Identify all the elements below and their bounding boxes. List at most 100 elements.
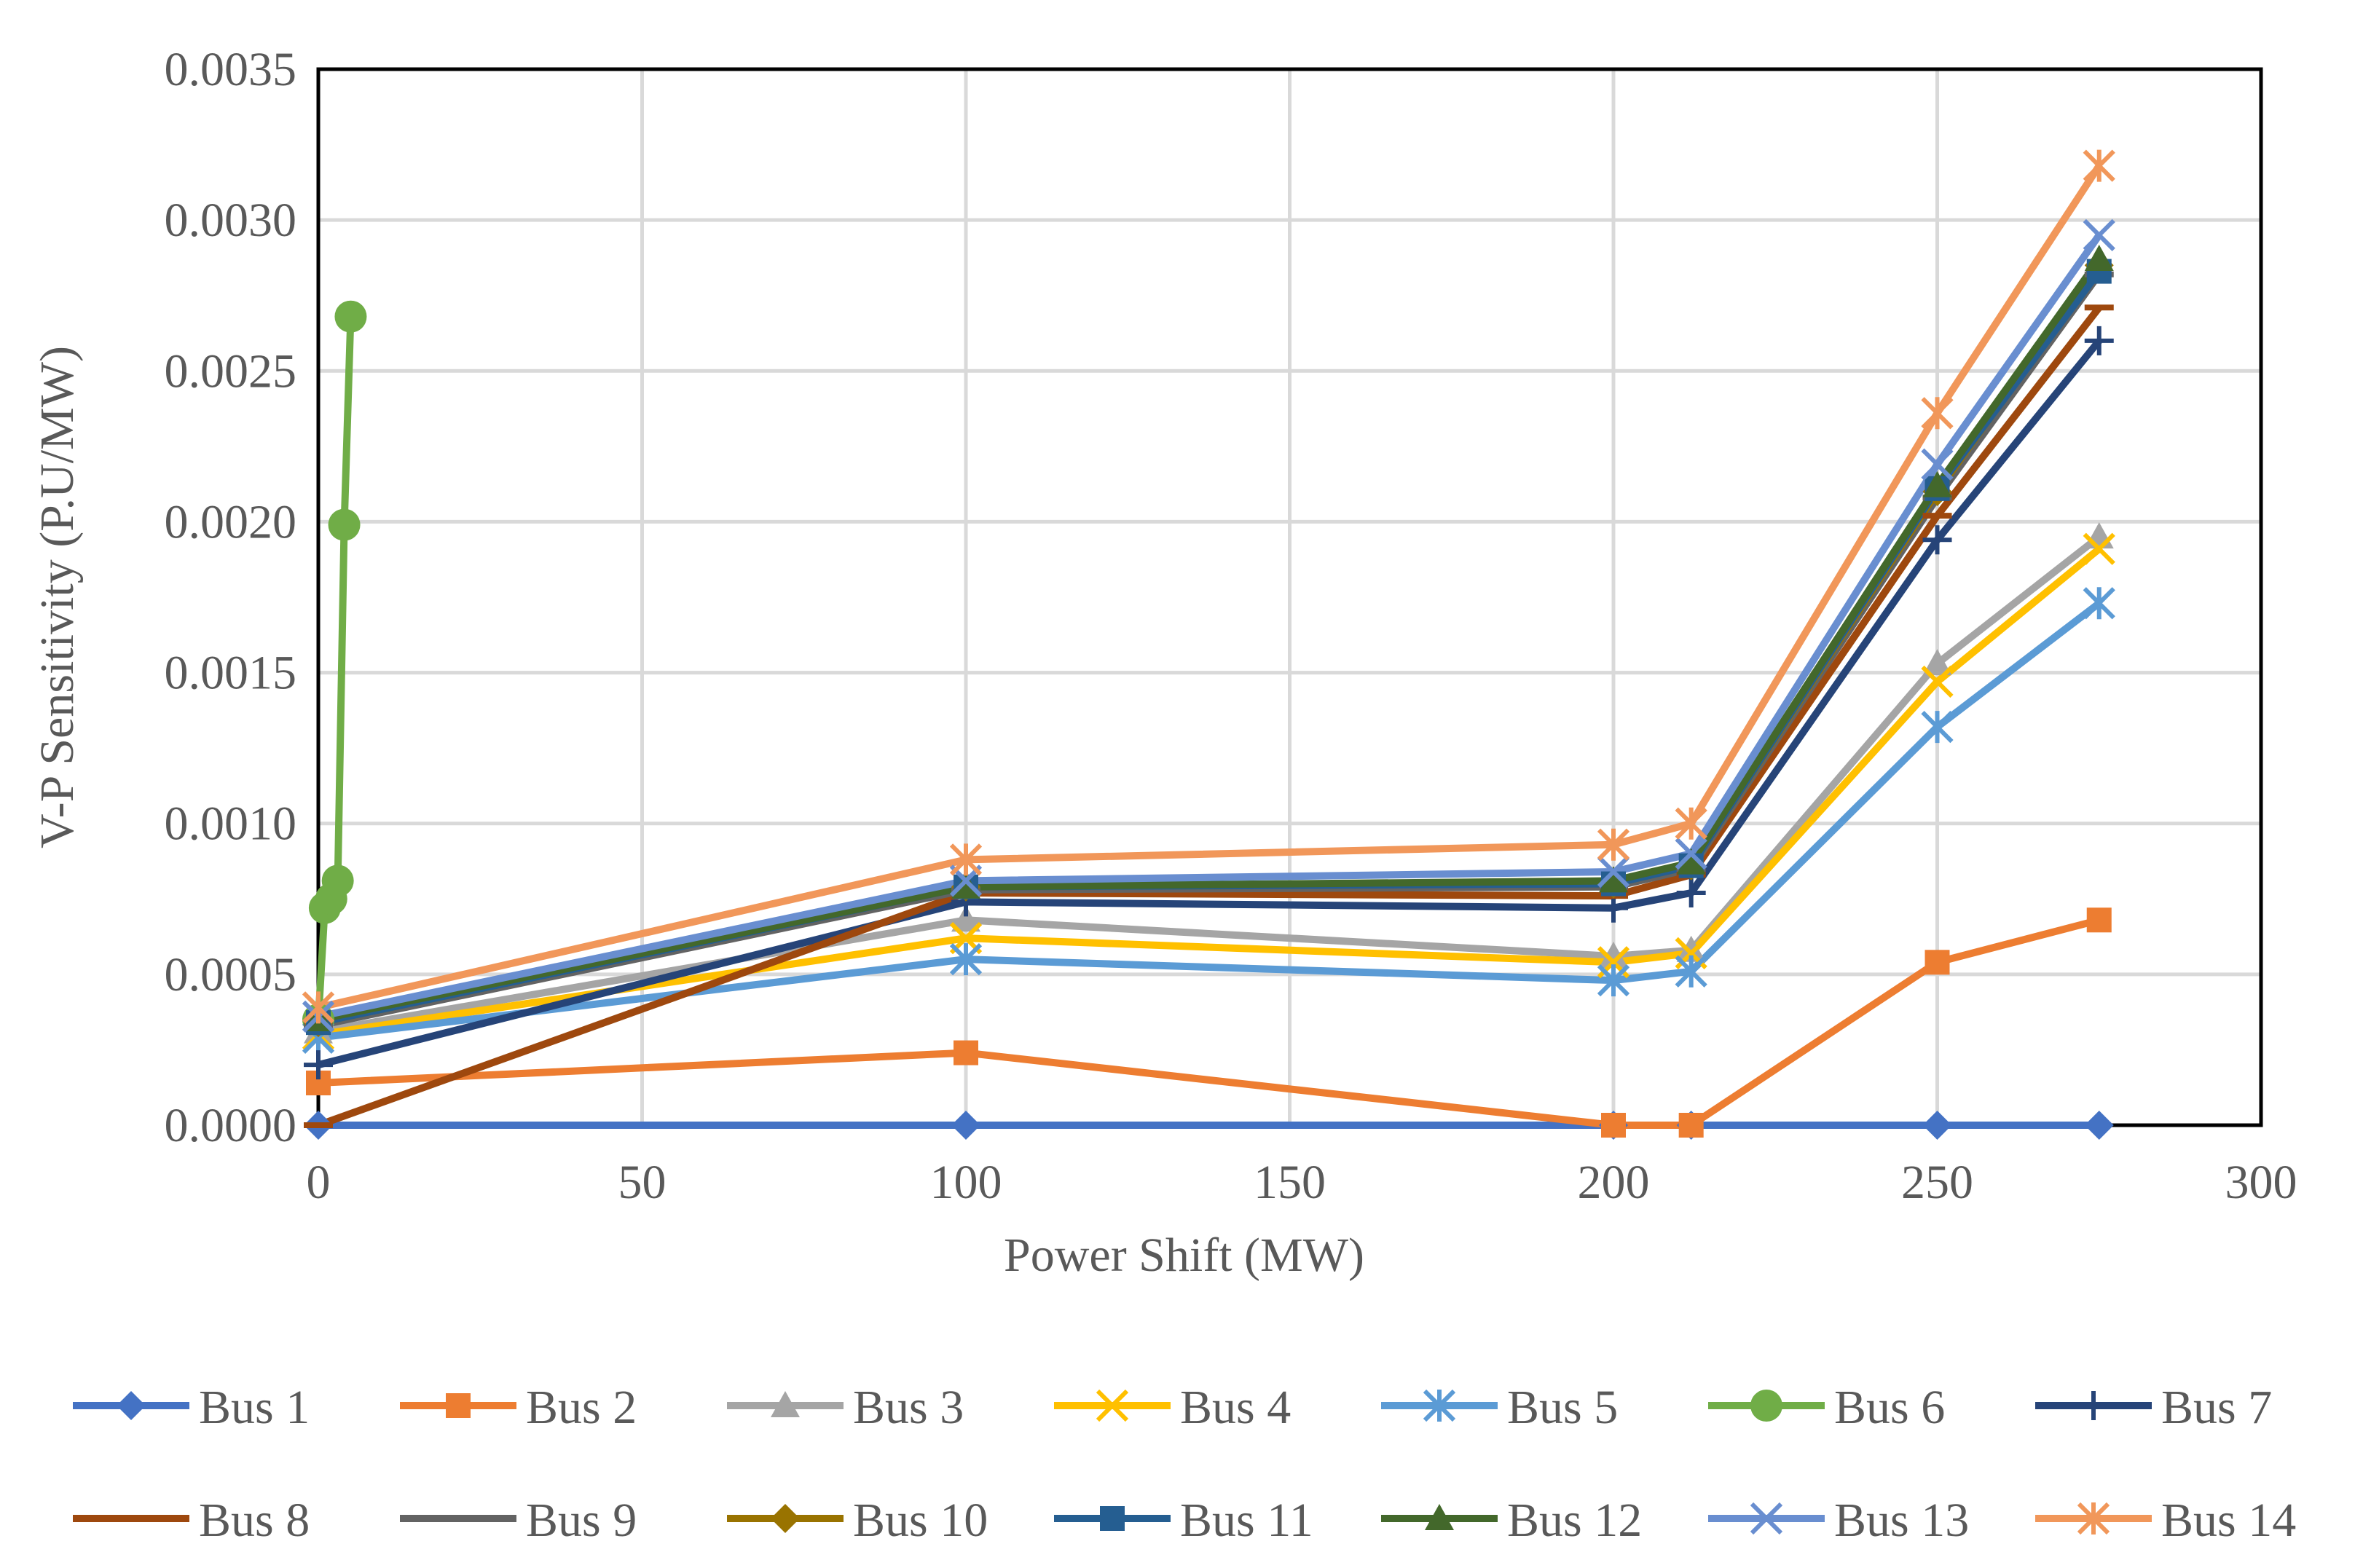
- y-tick-label: 0.0015: [165, 647, 297, 700]
- legend-marker: [2079, 1391, 2108, 1420]
- y-tick-label: 0.0020: [165, 495, 297, 548]
- data-point-bus-6: [321, 864, 354, 897]
- legend-label: Bus 6: [1834, 1381, 1945, 1434]
- legend-item-bus-4: Bus 4: [1054, 1381, 1291, 1434]
- legend-item-bus-6: Bus 6: [1708, 1381, 1945, 1434]
- x-tick-label: 300: [2225, 1156, 2297, 1209]
- legend-marker: [1425, 1504, 1454, 1530]
- data-point-bus-14: [949, 843, 983, 876]
- legend-marker: [771, 1504, 800, 1533]
- series-points-bus-2: [306, 907, 2112, 1138]
- data-point-bus-14: [1675, 807, 1707, 840]
- x-tick-label: 50: [618, 1156, 667, 1209]
- data-point-bus-14: [2083, 149, 2115, 182]
- y-tick-label: 0.0030: [165, 194, 297, 247]
- data-point-bus-5: [1597, 964, 1630, 997]
- legend-label: Bus 3: [853, 1381, 964, 1434]
- x-tick-label: 0: [307, 1156, 331, 1209]
- data-point-bus-1: [2084, 1111, 2114, 1140]
- legend-item-bus-9: Bus 9: [400, 1494, 637, 1547]
- data-point-bus-1: [951, 1111, 980, 1140]
- data-point-bus-12: [951, 872, 980, 899]
- data-point-bus-14: [1921, 397, 1954, 430]
- data-point-bus-12: [1599, 866, 1628, 893]
- legend-item-bus-5: Bus 5: [1381, 1381, 1618, 1434]
- data-point-bus-2: [954, 1040, 978, 1065]
- data-point-bus-13: [1675, 838, 1707, 870]
- series-line-bus-14: [317, 163, 2102, 1012]
- legend-label: Bus 14: [2161, 1494, 2296, 1547]
- legend-marker: [771, 1391, 800, 1417]
- series-lines: [315, 163, 2102, 1129]
- data-point-bus-5: [2083, 587, 2115, 620]
- data-point-bus-1: [1922, 1111, 1952, 1140]
- data-point-bus-5: [1921, 711, 1954, 744]
- data-point-bus-3: [1599, 942, 1628, 968]
- data-point-bus-12: [1922, 470, 1952, 497]
- y-tick-label: 0.0000: [165, 1099, 297, 1152]
- x-axis-tick-labels: 0 50 100 150 200 250 300: [307, 1156, 2297, 1209]
- legend-item-bus-11: Bus 11: [1054, 1494, 1313, 1547]
- x-tick-label: 100: [930, 1156, 1002, 1209]
- legend-label: Bus 7: [2161, 1381, 2272, 1434]
- legend-label: Bus 11: [1180, 1494, 1313, 1547]
- legend-label: Bus 9: [526, 1494, 637, 1547]
- data-point-bus-3: [1676, 935, 1706, 962]
- series-markers: [302, 149, 2115, 1140]
- legend-label: Bus 5: [1507, 1381, 1618, 1434]
- legend-item-bus-2: Bus 2: [400, 1381, 637, 1434]
- legend-item-bus-14: Bus 14: [2035, 1494, 2296, 1547]
- data-point-bus-13: [1597, 855, 1630, 889]
- series-line-bus-4: [318, 545, 2102, 1039]
- data-point-bus-4: [1921, 665, 1954, 698]
- series-line-bus-12: [317, 257, 2102, 1023]
- data-point-bus-2: [2086, 907, 2112, 933]
- data-point-bus-7: [304, 1050, 333, 1080]
- data-point-bus-2: [1601, 1113, 1626, 1138]
- data-point-bus-3: [1922, 649, 1952, 676]
- series-line-bus-5: [318, 600, 2102, 1041]
- y-axis-tick-labels: 0.0000 0.0005 0.0010 0.0015 0.0020 0.0025 0.00…: [165, 43, 297, 1152]
- legend-item-bus-12: Bus 12: [1381, 1494, 1642, 1547]
- legend-item-bus-3: Bus 3: [727, 1381, 964, 1434]
- legend-label: Bus 4: [1180, 1381, 1291, 1434]
- legend-item-bus-8: Bus 8: [73, 1494, 310, 1547]
- legend-marker: [1750, 1390, 1782, 1422]
- series-line-bus-8: [317, 305, 2102, 1129]
- series-line-bus-3: [318, 534, 2102, 1036]
- x-tick-label: 250: [1901, 1156, 1973, 1209]
- series-points-bus-7: [304, 326, 2114, 1080]
- data-point-bus-12: [2084, 245, 2114, 271]
- data-point-bus-3: [951, 905, 980, 932]
- legend-item-bus-10: Bus 10: [727, 1494, 988, 1547]
- x-tick-label: 200: [1578, 1156, 1650, 1209]
- series-line-bus-2: [318, 916, 2101, 1129]
- legend-item-bus-13: Bus 13: [1708, 1494, 1969, 1547]
- data-point-bus-12: [1676, 848, 1706, 875]
- y-tick-label: 0.0035: [165, 43, 297, 96]
- data-point-bus-6: [334, 300, 367, 333]
- data-point-bus-13: [1921, 448, 1954, 481]
- legend-marker: [1100, 1506, 1125, 1531]
- legend: Bus 1 Bus 2 Bus 3 Bus 4 Bus 5 Bus 6 Bus 7 Bus 8…: [73, 1381, 2296, 1547]
- legend-item-bus-1: Bus 1: [73, 1381, 310, 1434]
- x-axis-title: Power Shift (MW): [1004, 1229, 1364, 1282]
- data-point-bus-6: [328, 508, 361, 541]
- y-tick-label: 0.0025: [165, 344, 297, 398]
- legend-marker: [1096, 1389, 1129, 1422]
- legend-marker: [117, 1391, 146, 1420]
- y-tick-label: 0.0005: [165, 948, 297, 1001]
- data-point-bus-7: [1922, 525, 1952, 555]
- legend-marker: [1423, 1389, 1456, 1422]
- data-point-bus-14: [302, 991, 335, 1024]
- data-point-bus-4: [2083, 532, 2115, 565]
- data-point-bus-2: [1678, 1113, 1704, 1138]
- data-point-bus-7: [2084, 326, 2114, 355]
- legend-marker: [1750, 1502, 1783, 1535]
- legend-label: Bus 1: [199, 1381, 310, 1434]
- legend-item-bus-7: Bus 7: [2035, 1381, 2272, 1434]
- legend-label: Bus 12: [1507, 1494, 1642, 1547]
- series-points-bus-14: [302, 149, 2115, 1024]
